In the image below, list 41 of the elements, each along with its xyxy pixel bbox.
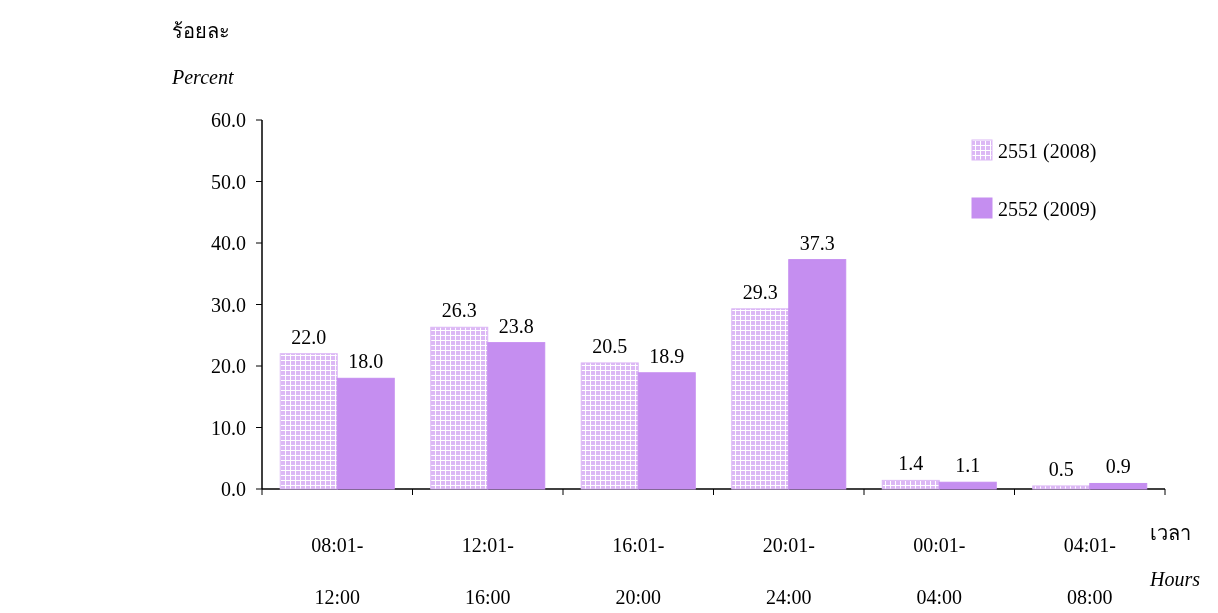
bar xyxy=(881,479,940,490)
bar xyxy=(637,372,696,490)
y-tick-label: 20.0 xyxy=(211,355,246,377)
bar xyxy=(938,481,997,490)
legend-label: 2551 (2008) xyxy=(998,140,1097,163)
data-label: 23.8 xyxy=(498,314,534,337)
bar xyxy=(430,326,489,490)
data-label: 0.9 xyxy=(1105,455,1131,478)
data-label: 37.3 xyxy=(799,231,835,254)
y-tick-label: 40.0 xyxy=(211,232,246,254)
category-label: 04:01-08:00 xyxy=(1063,534,1116,608)
data-label: 18.9 xyxy=(649,344,685,367)
bar xyxy=(731,308,790,490)
data-label: 22.0 xyxy=(291,325,327,348)
legend-label: 2552 (2009) xyxy=(998,198,1097,221)
data-label: 26.3 xyxy=(441,299,477,322)
bar xyxy=(279,353,338,490)
data-label: 20.5 xyxy=(592,334,628,357)
bar xyxy=(1089,482,1148,490)
data-label: 29.3 xyxy=(742,280,778,303)
bar xyxy=(580,362,639,490)
y-tick-label: 60.0 xyxy=(211,109,246,131)
y-tick-label: 10.0 xyxy=(211,416,246,439)
bar xyxy=(1032,485,1091,490)
text: ร้อยละ Percent xyxy=(172,20,234,88)
data-label: 1.4 xyxy=(898,452,924,475)
bar xyxy=(788,259,847,490)
category-label: 16:01-20:00 xyxy=(612,534,665,608)
category-label: 00:01-04:00 xyxy=(913,534,966,608)
data-label: 18.0 xyxy=(348,350,384,373)
category-label: 12:01-16:00 xyxy=(461,534,514,608)
category-label: 20:01-24:00 xyxy=(762,534,815,608)
y-tick-label: 0.0 xyxy=(221,478,246,500)
data-label: 0.5 xyxy=(1048,457,1074,480)
category-label: 08:01-12:00 xyxy=(311,534,364,608)
y-tick-label: 50.0 xyxy=(211,170,246,193)
text: เวลา Hours xyxy=(1150,522,1201,590)
bar xyxy=(487,342,546,490)
bar xyxy=(336,377,395,490)
y-tick-label: 30.0 xyxy=(211,293,246,316)
data-label: 1.1 xyxy=(955,454,981,477)
